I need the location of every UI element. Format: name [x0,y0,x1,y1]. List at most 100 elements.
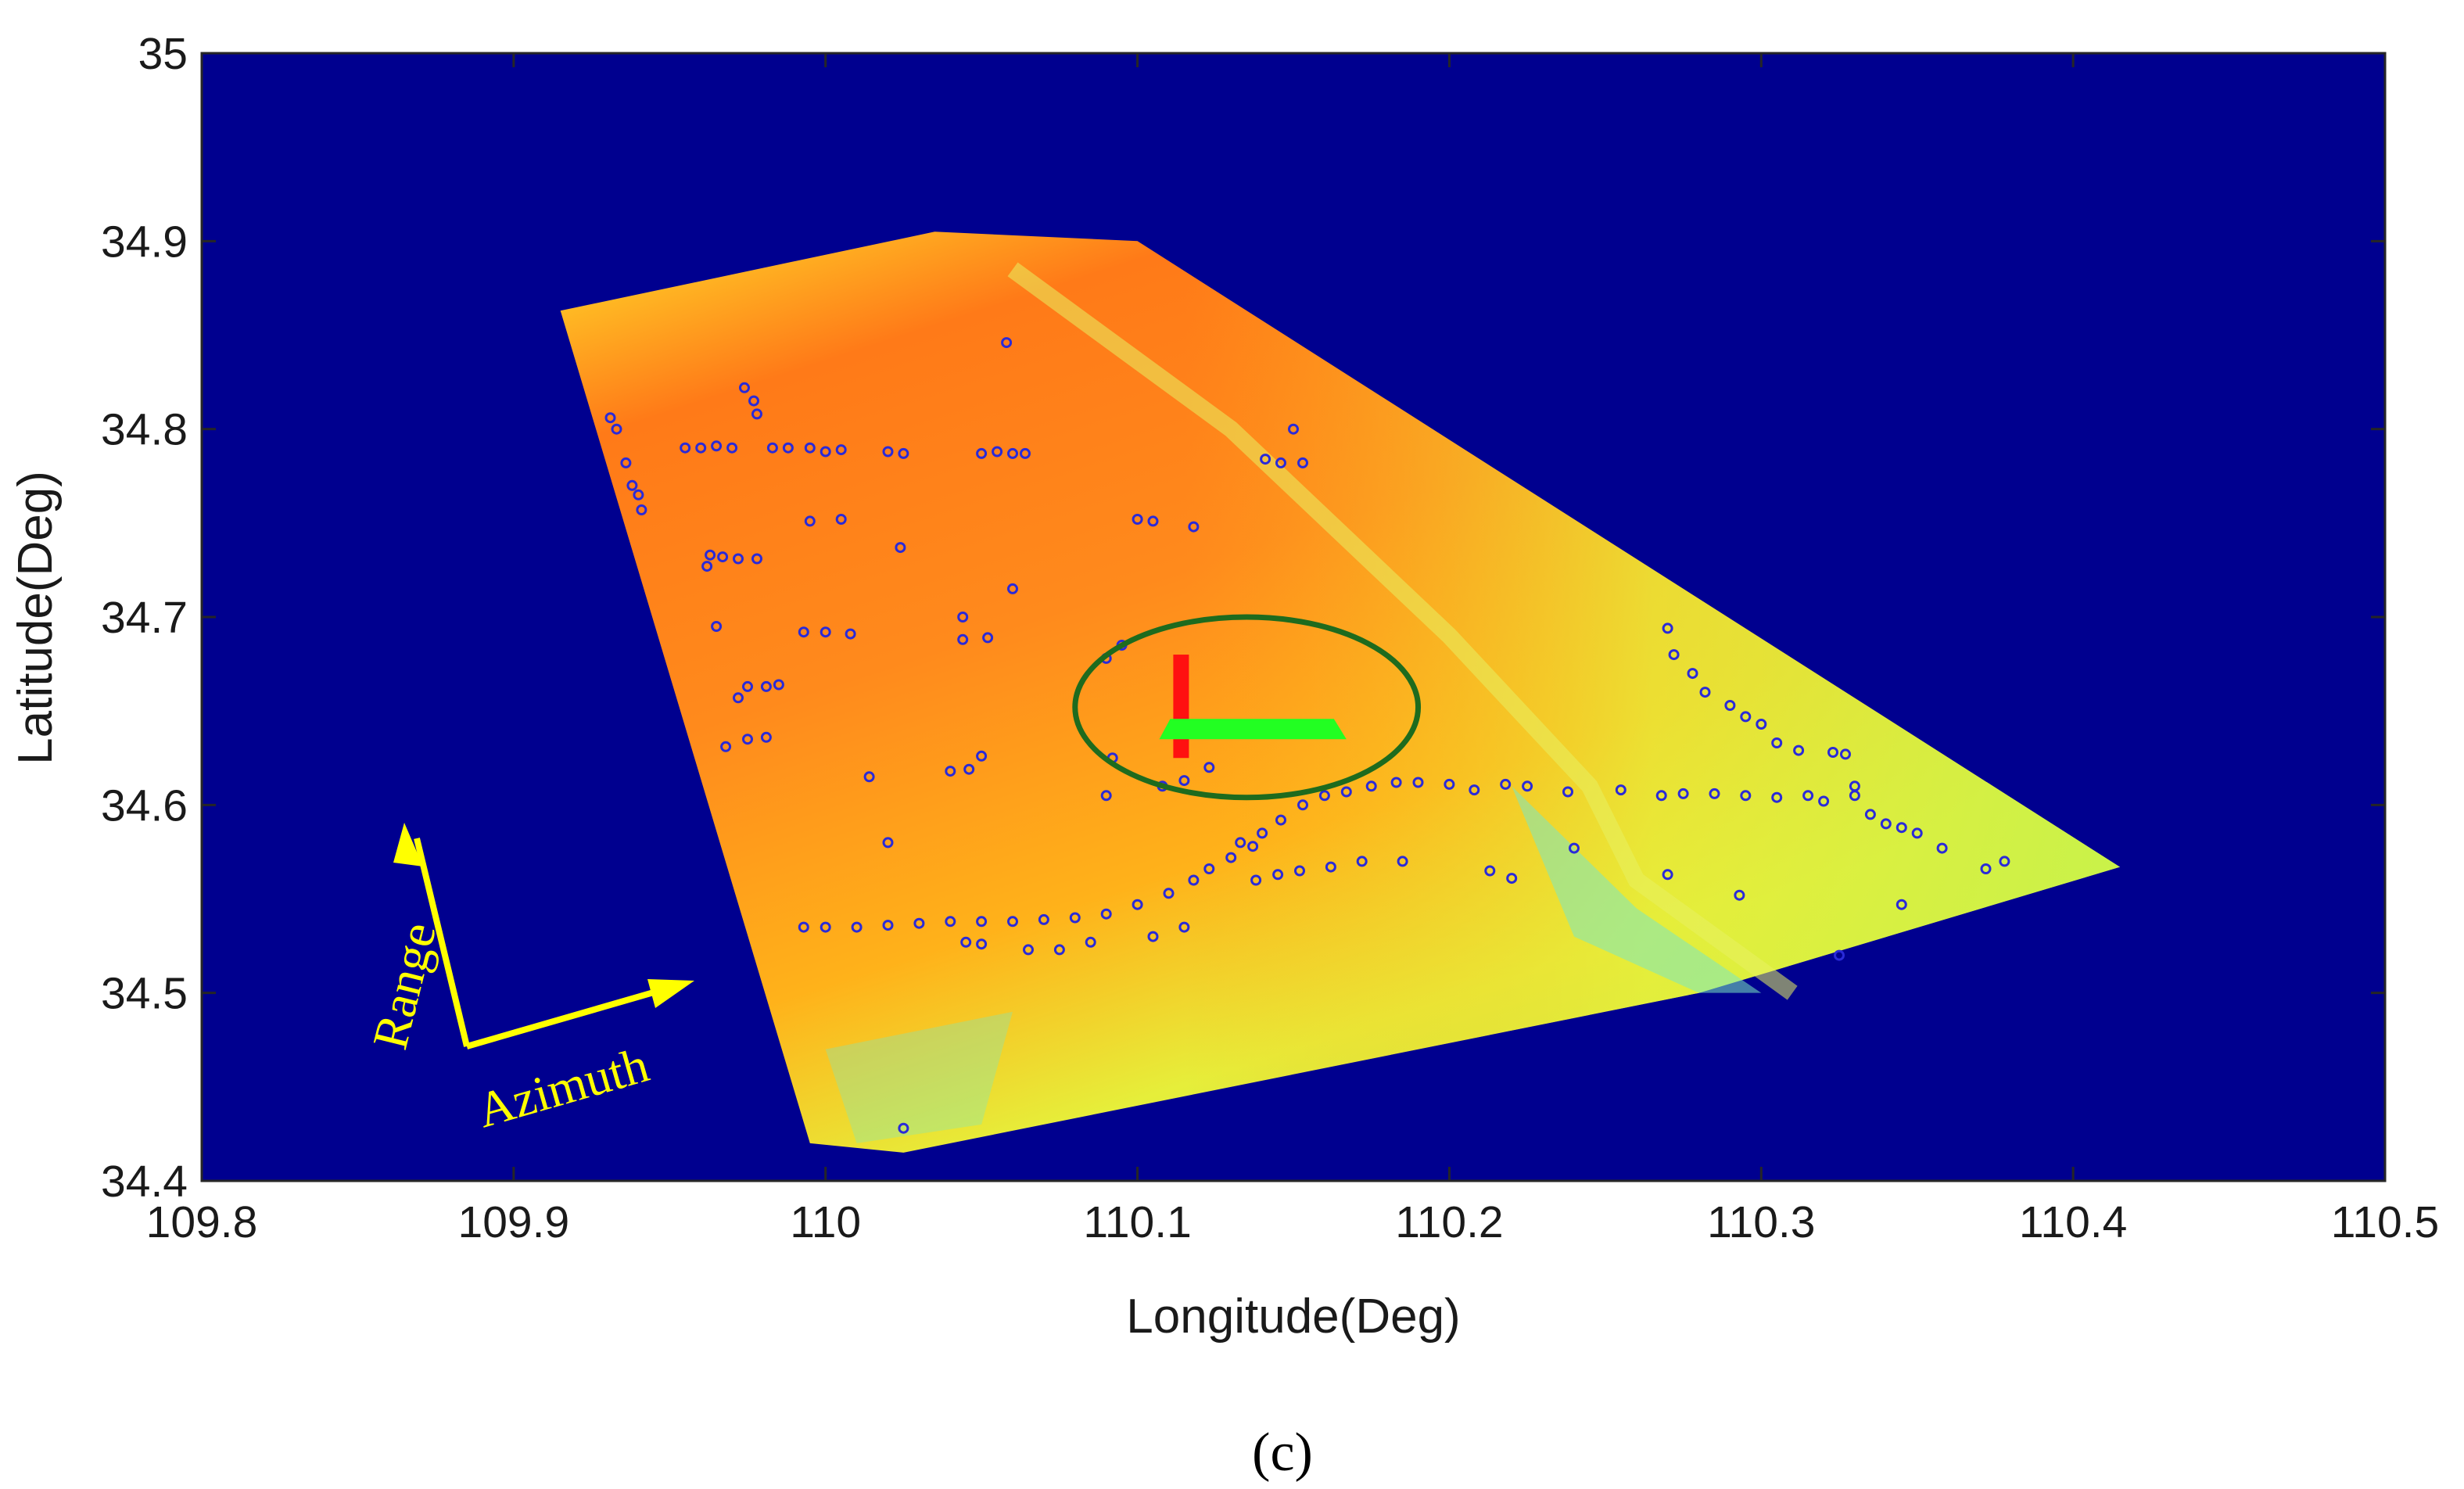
scatter-point [1188,521,1200,533]
scatter-point [1756,719,1767,730]
scatter-point [1260,454,1271,465]
x-axis-title: Longitude(Deg) [1126,1290,1460,1344]
scatter-point [701,561,713,572]
scatter-point [1247,841,1259,852]
scatter-point [1275,814,1286,826]
scatter-point [1569,842,1580,854]
scatter-point [705,549,716,561]
scatter-point [748,395,759,407]
scatter-point [1740,711,1752,723]
scatter-point [1235,837,1246,849]
scatter-point [711,621,723,632]
scatter-point [1500,778,1512,790]
target-markers [1072,614,1422,801]
scatter-point [1709,788,1720,799]
scatter-point [739,382,750,393]
scatter-point [1412,777,1424,788]
scatter-point [851,921,863,933]
scatter-point [636,504,647,515]
azimuth-arrow-shaft [465,984,674,1049]
scatter-point [820,626,831,638]
scatter-point [820,921,831,933]
scatter-point [1662,869,1673,881]
scatter-point [895,542,906,554]
scatter-point [1397,856,1408,867]
scatter-point [717,551,729,563]
scatter-point [1880,818,1892,830]
scatter-point [766,442,778,454]
x-tick-label: 109.8 [146,1197,258,1247]
scatter-point [1771,791,1783,803]
scatter-point [1132,899,1143,910]
scatter-point [1023,944,1034,956]
scatter-point [960,936,972,948]
scatter-point [1178,775,1190,787]
scatter-point [945,916,956,927]
scatter-point [835,444,847,456]
scatter-point [957,633,969,645]
scatter-point [1297,799,1308,811]
scatter-point [882,920,894,931]
scatter-point [1007,916,1018,927]
scatter-point [1163,888,1175,899]
scatter-point [804,442,816,454]
scatter-point [680,442,691,454]
cyan-tint-region [1512,786,1762,993]
red-range-marker [1173,655,1189,759]
scatter-point [1662,623,1673,634]
x-tick-label: 110.1 [1083,1197,1191,1247]
image-footprint [560,231,2121,1153]
y-axis-ticks: 34.4 34.5 34.6 34.7 34.8 34.9 35 [101,29,2385,1207]
scatter-point [1444,778,1455,790]
scatter-point [882,446,894,457]
y-tick-label: 34.8 [101,405,188,455]
range-arrow-head [393,823,423,866]
scatter-point [726,442,738,454]
scatter-point [1365,780,1377,792]
highlight-ellipse [1072,614,1422,801]
scatter-point [1562,786,1573,798]
scatter-point [863,771,875,783]
scatter-point [976,750,988,762]
scatter-point [1864,809,1876,820]
scatter-point [1325,861,1336,873]
azimuth-arrow-head [647,979,694,1008]
scatter-point [782,442,794,454]
scatter-point [1734,889,1745,901]
scatter-point [1275,457,1286,468]
scatter-point [1802,790,1814,802]
scatter-point [945,766,956,777]
scatter-point [1294,865,1305,877]
scatter-point [976,938,988,950]
scatter-point [1827,747,1838,758]
scatter-point [804,515,816,527]
river-streak [1007,262,1798,1000]
scatter-point [1615,784,1627,796]
scatter-point [798,921,809,933]
scatter-point [1356,856,1368,867]
scatter-point [1038,913,1049,925]
scatter-point [720,741,732,752]
scatter-point [1506,873,1518,884]
scatter-point [1178,921,1190,933]
scatter-point [1085,936,1096,948]
scatter-point [1007,447,1018,459]
x-axis-ticks: 109.8 109.9 110 110.1 110.2 110.3 110.4 110.5 [146,53,2439,1247]
scatter-point [845,628,856,640]
range-arrow-shaft [414,838,470,1047]
scatter-point [1724,700,1736,711]
scatter-point [1250,874,1262,886]
scatter-point [898,1122,909,1134]
scatter-point [1522,780,1533,792]
y-tick-label: 34.4 [101,1157,188,1207]
scatter-point [882,837,894,849]
scatter-point [1818,795,1830,807]
footprint-far-range-shade [560,231,2121,1153]
scatter-point [1849,780,1860,792]
scatter-point [620,457,632,468]
scatter-point [1677,788,1689,799]
scatter-point [626,479,638,491]
scatter-point [1020,447,1031,459]
green-azimuth-marker [1159,719,1347,740]
